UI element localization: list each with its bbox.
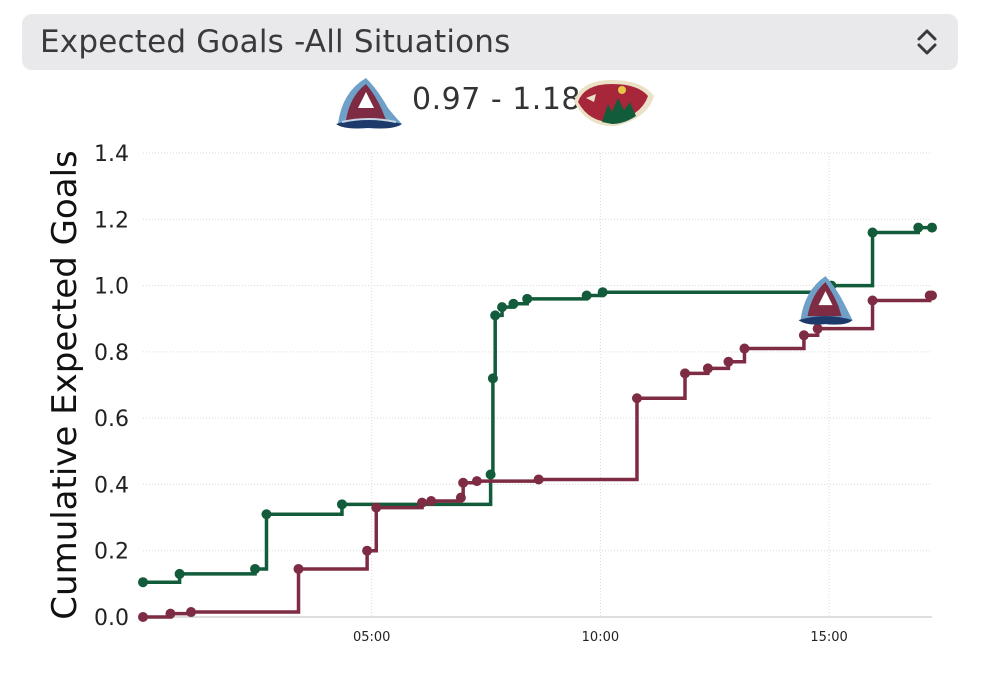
x-tick-label: 10:00 xyxy=(582,630,619,645)
minnesota-wild-shot-point xyxy=(487,373,498,384)
colorado-avalanche-shot-point xyxy=(798,330,809,341)
x-tick-label: 05:00 xyxy=(353,630,390,645)
minnesota-wild-shot-point xyxy=(597,287,608,298)
minnesota-wild-shot-point xyxy=(927,222,937,233)
axes: 0.0 0.2 0.4 0.6 0.8 1.0 1.2 1.4 05:00 10:00 15:00 C… xyxy=(45,142,932,645)
colorado-avalanche-shot-point xyxy=(702,363,713,374)
colorado-avalanche-shot-point xyxy=(455,492,466,503)
colorado-avalanche-shot-point xyxy=(680,368,691,379)
colorado-avalanche-shot-point xyxy=(426,496,437,506)
minnesota-wild-shot-point xyxy=(508,298,519,309)
minnesota-wild-shot-point xyxy=(497,302,508,313)
colorado-avalanche-shot-point xyxy=(362,545,373,556)
y-tick-label: 0.6 xyxy=(94,407,129,432)
expected-goals-chart: 0.0 0.2 0.4 0.6 0.8 1.0 1.2 1.4 05:00 10:00 15:00 C… xyxy=(45,142,937,645)
score-text: 0.97 - 1.18 xyxy=(412,82,581,117)
minnesota-wild-shot-point xyxy=(913,222,924,233)
chevron-up-down-icon xyxy=(917,29,937,55)
goal-marker-shape xyxy=(818,291,833,306)
minnesota-wild-shot-point xyxy=(261,509,272,520)
selector-label: Expected Goals -All Situations xyxy=(40,24,511,60)
score-row: 0.97 - 1.18 xyxy=(0,74,1000,132)
goal-marker-avalanche-icon xyxy=(798,276,853,325)
wild-logo-icon xyxy=(574,80,654,127)
y-tick-label: 1.4 xyxy=(94,142,129,167)
colorado-avalanche-shot-point xyxy=(417,497,428,508)
colorado-avalanche-shot-point xyxy=(723,356,734,367)
colorado-avalanche-shot-point xyxy=(812,323,823,334)
minnesota-wild-shot-point xyxy=(522,293,533,304)
minnesota-wild-shot-point xyxy=(138,577,148,588)
x-tick-label: 15:00 xyxy=(810,630,847,645)
y-tick-label: 0.8 xyxy=(94,341,129,366)
colorado-avalanche-shot-point xyxy=(739,343,750,354)
minnesota-wild-shot-point xyxy=(867,227,878,238)
minnesota-wild-shot-point xyxy=(581,290,592,301)
y-axis-label: Cumulative Expected Goals xyxy=(45,150,85,619)
series-lines xyxy=(138,222,937,622)
goal-marker-shape xyxy=(798,316,853,325)
minnesota-wild-shot-point xyxy=(485,469,496,480)
goal-markers xyxy=(798,276,853,325)
colorado-avalanche-shot-point xyxy=(927,290,937,301)
avalanche-logo-icon xyxy=(336,78,402,129)
colorado-avalanche-shot-point xyxy=(471,476,482,487)
minnesota-wild-shot-point xyxy=(250,563,261,574)
y-tick-label: 1.0 xyxy=(94,275,129,300)
chart-type-selector[interactable]: Expected Goals -All Situations xyxy=(22,14,958,70)
y-tick-label: 0.0 xyxy=(94,606,129,631)
colorado-avalanche-shot-point xyxy=(138,612,148,622)
colorado-avalanche-shot-point xyxy=(186,607,197,618)
colorado-avalanche-shot-point xyxy=(631,393,642,404)
minnesota-wild-shot-point xyxy=(174,568,185,579)
y-tick-label: 0.2 xyxy=(94,540,129,565)
minnesota-wild-shot-point xyxy=(336,499,347,510)
colorado-avalanche-shot-point xyxy=(867,295,878,306)
colorado-avalanche-shot-point xyxy=(458,477,469,488)
colorado-avalanche-shot-point xyxy=(371,502,382,513)
grid-lines xyxy=(143,152,932,618)
y-tick-label: 1.2 xyxy=(94,208,129,233)
y-tick-label: 0.4 xyxy=(94,473,129,498)
colorado-avalanche-shot-point xyxy=(165,608,176,619)
colorado-avalanche-shot-point xyxy=(533,474,544,485)
colorado-avalanche-shot-point xyxy=(293,563,304,574)
minnesota-wild-line xyxy=(143,225,932,584)
minnesota-wild-shot-point xyxy=(490,310,501,321)
